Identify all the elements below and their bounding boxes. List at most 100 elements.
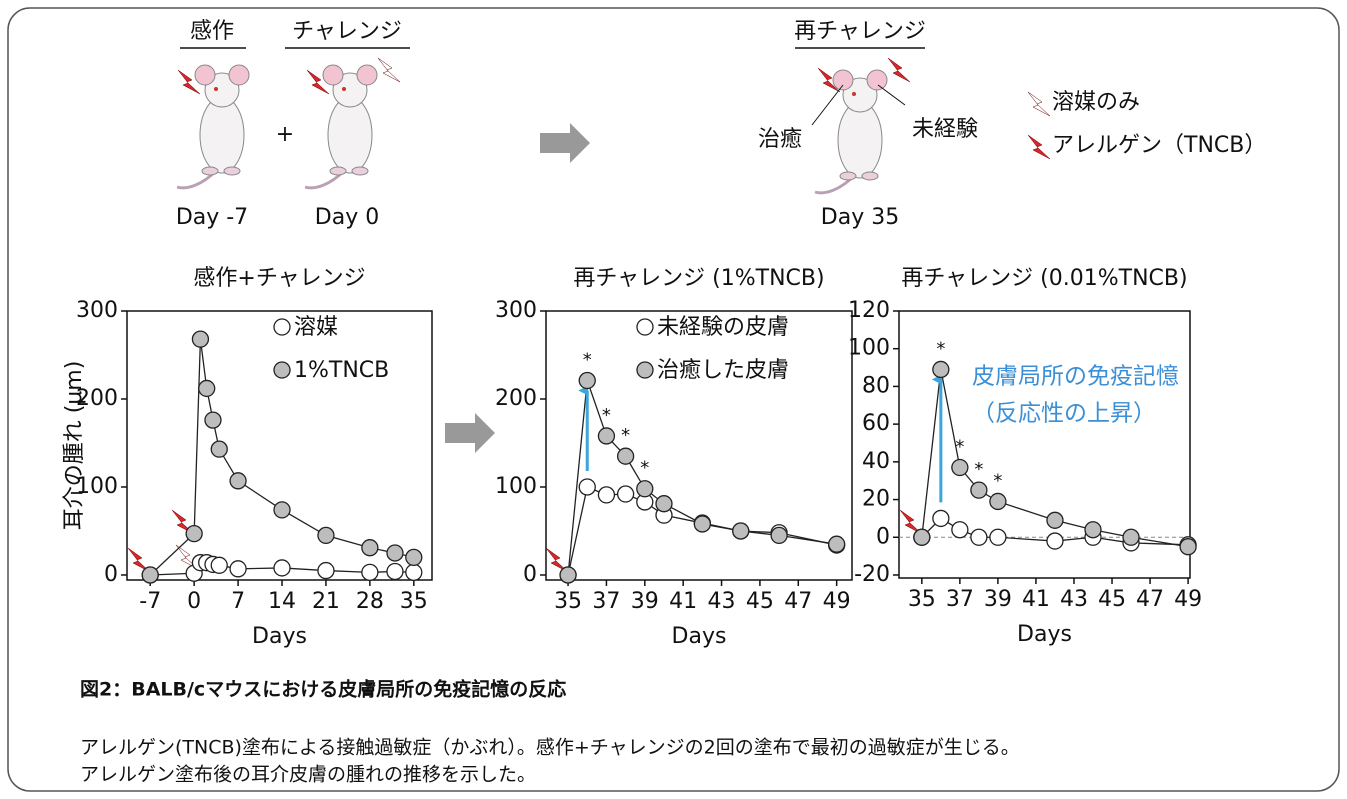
data-point [186,526,202,542]
pointer [812,85,843,125]
caption-text: アレルゲン(TNCB)塗布による接触過敏症（かぶれ）。感作+チャレンジの2回の塗… [80,736,1020,759]
x-tick-label: 43 [1060,587,1088,612]
significance: * [974,459,983,480]
data-point [318,563,334,579]
data-point [656,496,672,512]
x-tick-label: 43 [708,589,736,614]
label: 感作 [190,19,234,44]
data-point [406,564,422,580]
data-point [1047,512,1063,528]
significance: * [621,425,630,446]
y-tick-label: -20 [854,562,890,587]
data-point [560,567,576,583]
data-point [637,481,653,497]
x-tick-label: 28 [356,589,384,614]
data-point [274,560,290,576]
data-point [733,523,749,539]
data-point [1047,533,1063,549]
x-tick-label: 47 [1136,587,1164,612]
data-point [387,545,403,561]
x-tick-label: 0 [187,589,201,614]
data-point [192,331,208,347]
x-tick-label: 37 [592,589,620,614]
y-tick-label: 0 [104,562,118,587]
data-point [230,473,246,489]
plus: + [276,122,294,147]
x-tick-label: 39 [984,587,1012,612]
data-point [952,460,968,476]
data-point [1123,529,1139,545]
data-point [914,529,930,545]
legend-marker [637,319,653,335]
diagram: 感作 チャレンジ + Day -7 Day 0 再チャレンジ 治癒 未経験 Da… [176,19,1267,230]
note: （反応性の上昇） [972,401,1156,427]
plot-frame [127,311,432,580]
data-point [406,549,422,565]
legend-text: 1%TNCB [294,358,389,383]
y-tick-label: 80 [862,373,890,398]
data-point [694,516,710,532]
x-tick-label: 35 [908,587,936,612]
x-tick-label: 7 [231,589,245,614]
data-point [205,412,221,428]
data-point [598,428,614,444]
data-point [211,441,227,457]
bolt [378,58,400,82]
data-point [1180,539,1196,555]
day: Day 35 [821,205,899,230]
y-tick-label: 200 [495,386,537,411]
data-point [199,380,215,396]
x-tick-label: 41 [1022,587,1050,612]
data-point [1085,522,1101,538]
data-point [990,493,1006,509]
data-point [933,510,949,526]
x-tick-label: 45 [1098,587,1126,612]
label: 未経験 [912,117,978,142]
data-point [829,536,845,552]
data-point [274,502,290,518]
data-point [598,487,614,503]
y-axis-label: 耳介の腫れ (μm) [62,361,87,531]
y-tick-label: 60 [862,411,890,436]
legend-text: アレルゲン（TNCB） [1052,133,1266,158]
label: チャレンジ [292,19,402,44]
y-tick-label: 300 [495,298,537,323]
x-tick-label: 47 [784,589,812,614]
arrow [445,413,495,453]
significance: * [602,405,611,426]
y-tick-label: 300 [76,298,118,323]
x-axis-label: Days [672,624,727,649]
x-tick-label: 37 [946,587,974,612]
figure: 感作 チャレンジ + Day -7 Day 0 再チャレンジ 治癒 未経験 Da… [0,0,1347,799]
significance: * [936,338,945,359]
y-tick-label: 120 [848,298,890,323]
legend-text: 治癒した皮膚 [657,358,789,383]
data-point [990,529,1006,545]
label: 治癒 [758,127,802,152]
day: Day 0 [315,205,379,230]
caption-text: アレルゲン塗布後の耳介皮膚の腫れの推移を示した。 [80,763,536,786]
x-tick-label: 45 [746,589,774,614]
data-point [618,448,634,464]
data-point [771,527,787,543]
x-tick-label: 49 [823,589,851,614]
bolt [1028,135,1050,159]
data-point [230,561,246,577]
bolt [888,58,910,82]
data-point [933,361,949,377]
significance: * [640,458,649,479]
x-tick-label: 39 [631,589,659,614]
x-tick-label: -7 [139,589,161,614]
data-point [952,522,968,538]
data-point [579,373,595,389]
significance: * [955,437,964,458]
legend-marker [637,362,653,378]
data-point [579,479,595,495]
x-tick-label: 49 [1174,587,1202,612]
data-point [971,529,987,545]
chart-title: 再チャレンジ (1%TNCB) [573,266,824,291]
legend-marker [274,362,290,378]
legend-marker [274,319,290,335]
data-point [362,540,378,556]
bolt [1028,92,1050,116]
